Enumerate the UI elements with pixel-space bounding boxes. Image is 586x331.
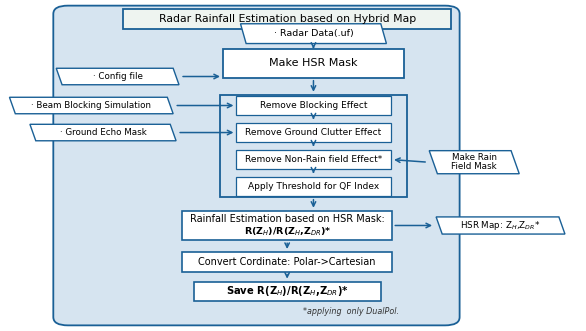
- FancyBboxPatch shape: [223, 49, 404, 78]
- Text: Convert Cordinate: Polar->Cartesian: Convert Cordinate: Polar->Cartesian: [199, 257, 376, 267]
- Text: Make HSR Mask: Make HSR Mask: [269, 58, 357, 68]
- Polygon shape: [9, 97, 173, 114]
- Text: *applying  only DualPol.: *applying only DualPol.: [304, 307, 400, 316]
- Text: · Radar Data(.uf): · Radar Data(.uf): [274, 29, 353, 38]
- FancyBboxPatch shape: [236, 150, 391, 169]
- Polygon shape: [436, 217, 565, 234]
- Text: Remove Ground Clutter Effect: Remove Ground Clutter Effect: [246, 128, 381, 137]
- Text: Field Mask: Field Mask: [451, 162, 497, 171]
- FancyBboxPatch shape: [236, 96, 391, 115]
- Text: · Ground Echo Mask: · Ground Echo Mask: [60, 128, 146, 137]
- FancyBboxPatch shape: [236, 177, 391, 196]
- Polygon shape: [30, 124, 176, 141]
- Polygon shape: [429, 151, 519, 174]
- FancyBboxPatch shape: [220, 95, 407, 197]
- FancyBboxPatch shape: [182, 211, 393, 240]
- Text: Make Rain: Make Rain: [452, 154, 497, 163]
- Text: Radar Rainfall Estimation based on Hybrid Map: Radar Rainfall Estimation based on Hybri…: [159, 14, 416, 24]
- FancyBboxPatch shape: [53, 6, 459, 325]
- Text: Rainfall Estimation based on HSR Mask:: Rainfall Estimation based on HSR Mask:: [190, 214, 384, 224]
- Text: R(Z$_{H}$)/R(Z$_{H}$,Z$_{DR}$)*: R(Z$_{H}$)/R(Z$_{H}$,Z$_{DR}$)*: [244, 226, 331, 238]
- FancyBboxPatch shape: [124, 9, 451, 29]
- Polygon shape: [240, 24, 386, 44]
- Text: Remove Blocking Effect: Remove Blocking Effect: [260, 101, 367, 110]
- Text: · Beam Blocking Simulation: · Beam Blocking Simulation: [31, 101, 151, 110]
- Polygon shape: [56, 68, 179, 85]
- FancyBboxPatch shape: [236, 123, 391, 142]
- Text: Remove Non-Rain field Effect*: Remove Non-Rain field Effect*: [245, 155, 382, 164]
- Text: Apply Threshold for QF Index: Apply Threshold for QF Index: [248, 182, 379, 191]
- Text: Save R(Z$_{H}$)/R(Z$_{H}$,Z$_{DR}$)*: Save R(Z$_{H}$)/R(Z$_{H}$,Z$_{DR}$)*: [226, 284, 349, 299]
- FancyBboxPatch shape: [193, 282, 381, 301]
- Text: HSR Map: Z$_{H}$,Z$_{DR}$*: HSR Map: Z$_{H}$,Z$_{DR}$*: [461, 219, 541, 232]
- FancyBboxPatch shape: [182, 252, 393, 272]
- Text: · Config file: · Config file: [93, 72, 142, 81]
